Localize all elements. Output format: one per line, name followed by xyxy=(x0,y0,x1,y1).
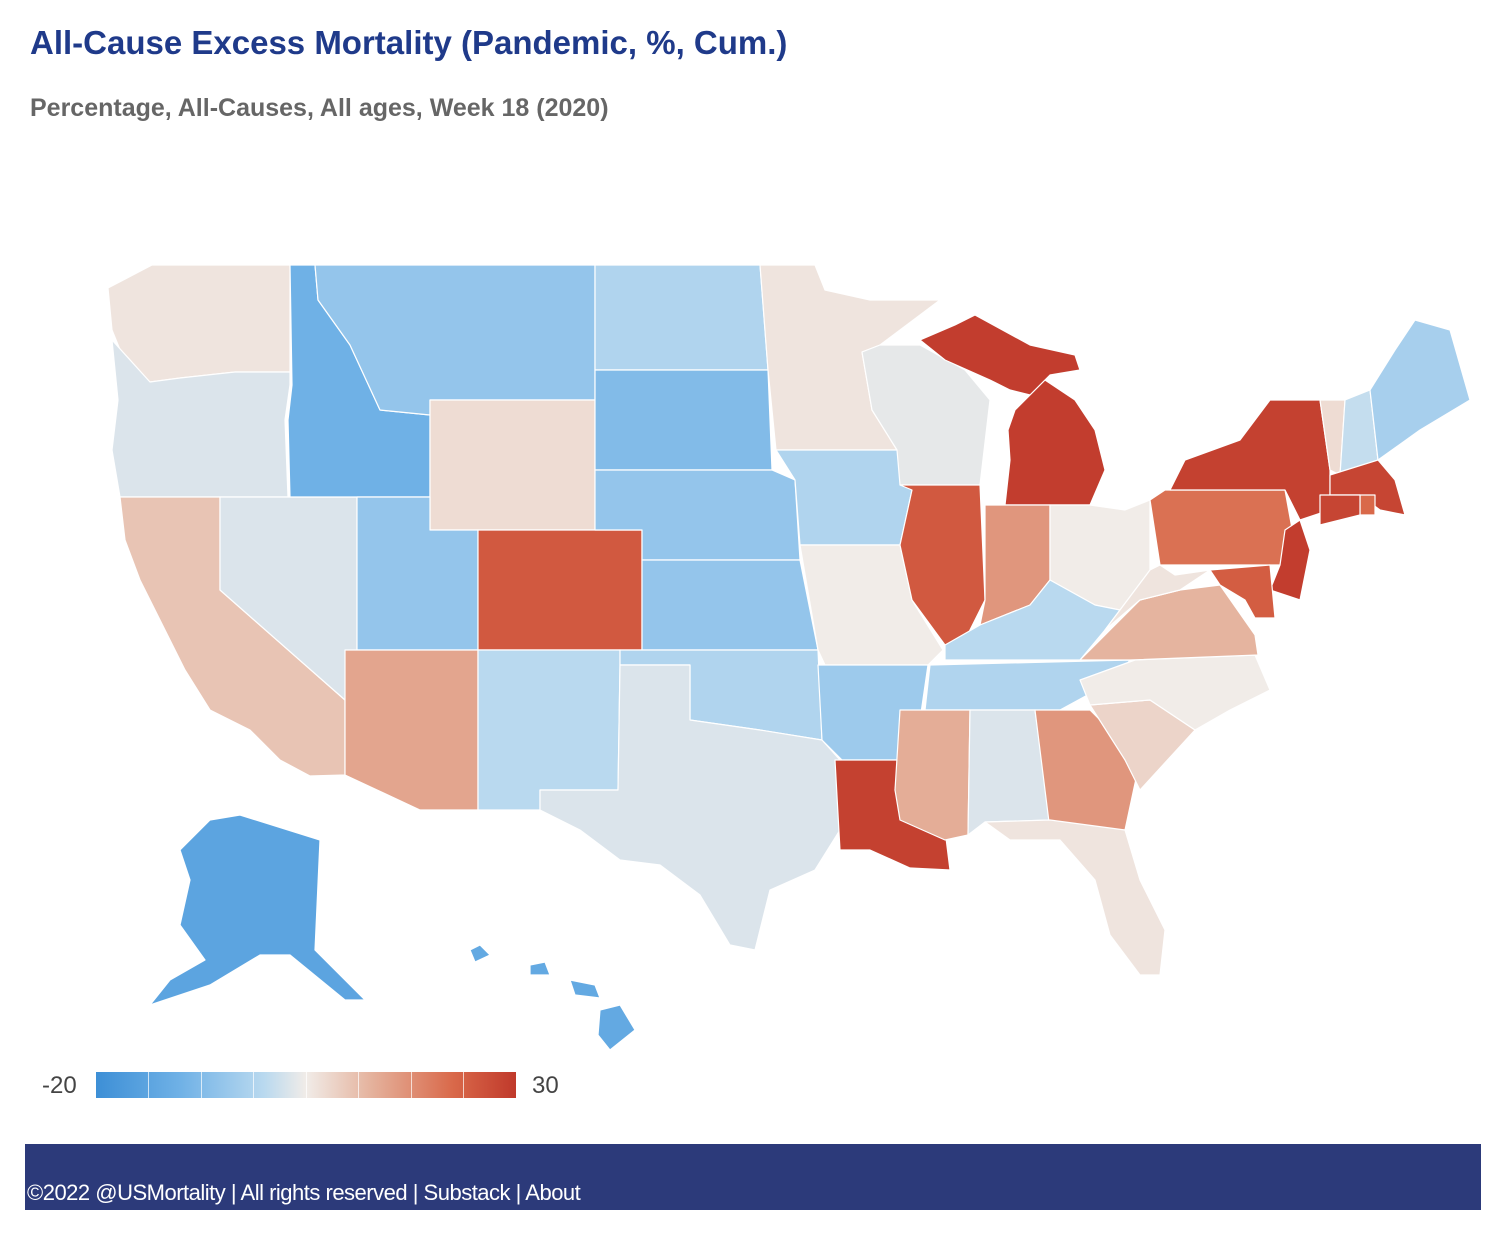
state-or[interactable] xyxy=(111,339,291,498)
footer-separator: | xyxy=(225,1180,241,1205)
state-nj[interactable] xyxy=(1269,519,1311,601)
footer-copyright: ©2022 @USMortality xyxy=(27,1180,226,1205)
state-nm[interactable] xyxy=(477,649,621,811)
footer-rights: All rights reserved xyxy=(240,1180,408,1205)
state-mi[interactable] xyxy=(919,314,1106,506)
footer-separator: | xyxy=(407,1180,424,1205)
state-co[interactable] xyxy=(477,529,643,651)
state-fl[interactable] xyxy=(984,819,1166,976)
state-nd[interactable] xyxy=(594,264,769,371)
footer-text: ©2022 @USMortality | All rights reserved… xyxy=(27,1180,581,1206)
legend-gradient-bar xyxy=(96,1072,516,1098)
state-ak[interactable] xyxy=(149,814,366,1006)
state-pa[interactable] xyxy=(1149,489,1296,566)
footer-link-about[interactable]: About xyxy=(525,1180,581,1205)
state-ct[interactable] xyxy=(1319,494,1361,526)
state-wy[interactable] xyxy=(429,399,596,531)
footer-link-substack[interactable]: Substack xyxy=(423,1180,511,1205)
state-wi[interactable] xyxy=(861,344,991,486)
state-ky[interactable] xyxy=(944,579,1121,661)
legend-min-label: -20 xyxy=(42,1072,77,1099)
page-subtitle: Percentage, All-Causes, All ages, Week 1… xyxy=(30,94,609,122)
state-hi[interactable] xyxy=(469,944,636,1051)
us-choropleth-map xyxy=(107,264,1471,1051)
footer-separator: | xyxy=(510,1180,526,1205)
state-me[interactable] xyxy=(1369,319,1471,461)
state-tx[interactable] xyxy=(539,664,841,951)
state-wa[interactable] xyxy=(107,264,291,383)
color-legend: -20 30 xyxy=(40,1068,580,1102)
page-title: All-Cause Excess Mortality (Pandemic, %,… xyxy=(30,24,788,61)
state-ms[interactable] xyxy=(894,709,971,841)
state-az[interactable] xyxy=(344,649,479,811)
state-wv[interactable] xyxy=(1104,564,1211,631)
state-sd[interactable] xyxy=(594,369,773,471)
footer-bar: ©2022 @USMortality | All rights reserved… xyxy=(25,1144,1481,1210)
state-ri[interactable] xyxy=(1359,494,1376,516)
state-ks[interactable] xyxy=(641,559,819,651)
legend-max-label: 30 xyxy=(532,1072,559,1099)
state-md[interactable] xyxy=(1209,564,1276,619)
